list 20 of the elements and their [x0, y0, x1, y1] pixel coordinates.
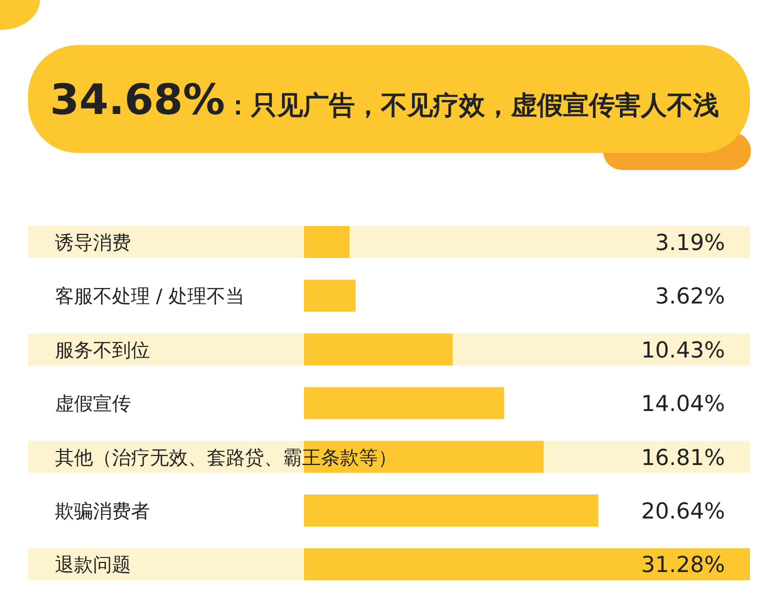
chart-title: 34.68%：只见广告，不见疗效，虚假宣传害人不浅 [50, 75, 719, 124]
y-tick-label: 欺骗消费者 [55, 500, 150, 522]
data-label: 3.19% [655, 231, 725, 256]
y-tick-label: 服务不到位 [55, 339, 150, 362]
bar [304, 226, 350, 258]
y-tick-label: 诱导消费 [55, 232, 131, 254]
bar [304, 333, 453, 366]
data-label: 20.64% [641, 500, 725, 524]
bar [304, 387, 504, 420]
data-label: 31.28% [641, 553, 725, 578]
y-tick-label: 虚假宣传 [55, 393, 131, 416]
y-tick-label: 退款问题 [55, 554, 131, 576]
bar [304, 494, 598, 526]
data-label: 16.81% [641, 446, 725, 471]
bar [304, 280, 356, 312]
bar [304, 440, 544, 473]
data-label: 14.04% [641, 392, 725, 418]
y-tick-label: 客服不处理 / 处理不当 [55, 286, 244, 308]
data-label: 10.43% [641, 338, 725, 364]
data-label: 3.62% [655, 284, 725, 310]
